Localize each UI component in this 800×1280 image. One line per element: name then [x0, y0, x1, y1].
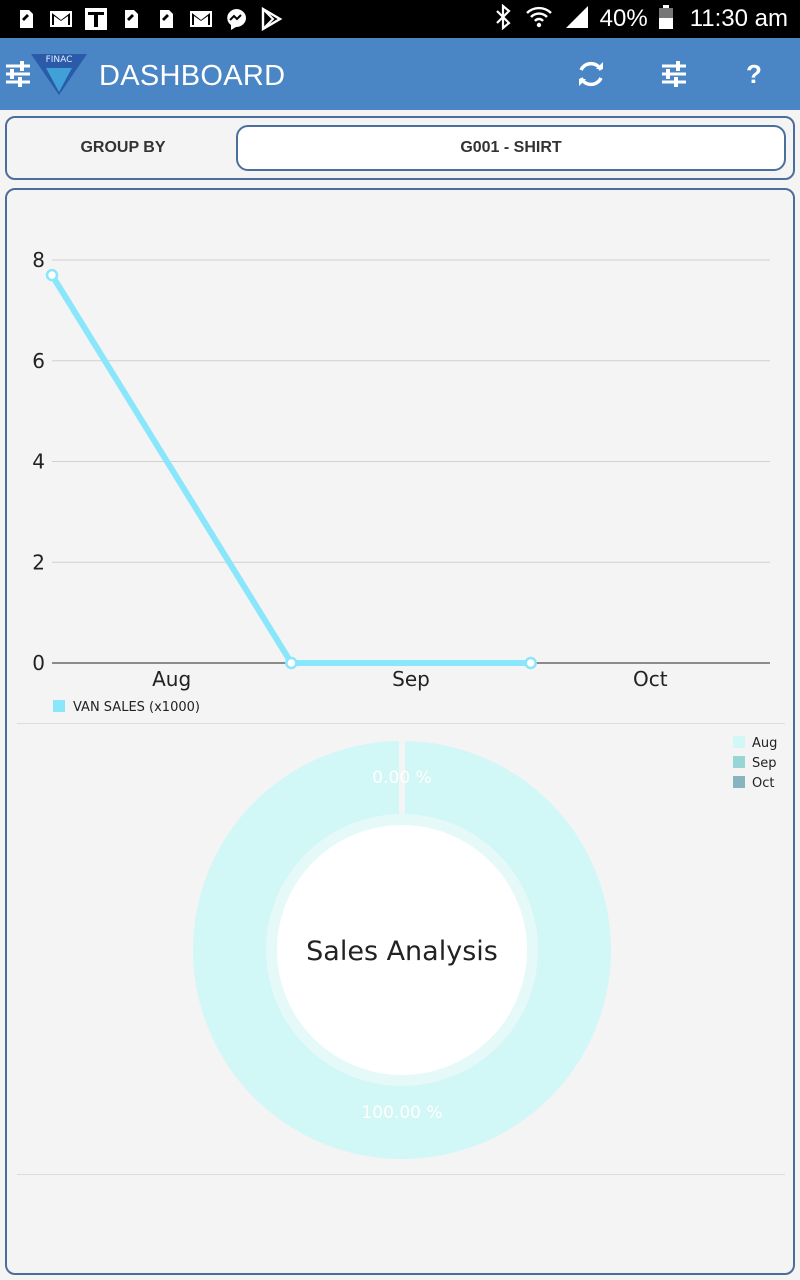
x-tick-label: Sep	[392, 667, 430, 691]
charts-card: 0 2 4 6 8 Aug Sep Oct VAN SALES (x1000) Sales An…	[5, 188, 795, 1275]
legend-swatch	[53, 700, 65, 712]
app-bar: FINAC DASHBOARD ?	[0, 38, 800, 110]
legend-label: Sep	[752, 756, 777, 771]
refresh-icon[interactable]	[575, 58, 607, 90]
legend-label: VAN SALES (x1000)	[73, 700, 200, 715]
clock: 11:30 am	[689, 5, 788, 32]
sd-card-icon	[14, 7, 38, 31]
status-bar: 40% 11:30 am	[0, 0, 800, 38]
data-point	[285, 656, 298, 670]
chart-divider	[17, 1174, 785, 1175]
legend-swatch	[733, 776, 745, 788]
play-store-icon	[259, 6, 283, 32]
chart-divider	[17, 723, 785, 724]
slice-label: 0.00 %	[372, 768, 431, 788]
menu-sliders-icon[interactable]	[4, 58, 36, 90]
y-tick-label: 0	[32, 651, 45, 675]
y-tick-label: 2	[32, 550, 45, 574]
legend-label: Aug	[752, 736, 777, 751]
series-line	[49, 273, 531, 666]
x-tick-label: Aug	[152, 667, 191, 691]
donut-hole	[277, 825, 527, 1075]
slice-separator	[399, 740, 405, 815]
news-icon	[84, 7, 108, 31]
filter-sliders-icon[interactable]	[660, 58, 692, 90]
y-tick-label: 6	[32, 349, 45, 373]
help-icon[interactable]: ?	[746, 59, 762, 89]
donut-center-label: Sales Analysis	[306, 936, 498, 967]
logo-text: FINAC	[46, 55, 73, 65]
legend-label: Oct	[752, 776, 774, 791]
battery-percentage: 40%	[599, 5, 648, 32]
group-by-label: GROUP BY	[80, 139, 166, 156]
van-sales-line-chart: 0 2 4 6 8 Aug Sep Oct VAN SALES (x1000)	[32, 248, 770, 715]
finac-logo: FINAC	[30, 52, 88, 96]
y-tick-label: 4	[32, 450, 45, 474]
group-by-card: GROUP BY G001 - SHIRT	[5, 116, 795, 180]
gmail-icon	[189, 7, 213, 31]
gmail-icon	[49, 7, 73, 31]
sd-card-icon	[154, 7, 178, 31]
data-point	[45, 268, 59, 282]
slice-label: 100.00 %	[361, 1103, 442, 1123]
notification-icons	[14, 6, 283, 32]
wifi-icon	[524, 2, 554, 37]
battery-icon	[658, 4, 674, 35]
y-tick-label: 8	[32, 248, 45, 272]
signal-icon	[564, 4, 590, 35]
x-tick-label: Oct	[633, 667, 668, 691]
legend-swatch	[733, 736, 745, 748]
data-point	[524, 656, 537, 670]
sd-card-icon	[119, 7, 143, 31]
legend-swatch	[733, 756, 745, 768]
dashboard-content: GROUP BY G001 - SHIRT 0 2 4 6 8 Aug Sep Oct VAN …	[0, 110, 800, 1280]
messenger-icon	[224, 7, 248, 31]
bluetooth-icon	[492, 3, 514, 35]
group-by-select[interactable]: G001 - SHIRT	[236, 125, 786, 171]
sales-analysis-donut-chart: Sales Analysis 0.00 % 100.00 % Aug Sep Oct	[193, 736, 777, 1159]
page-title: DASHBOARD	[99, 60, 286, 92]
